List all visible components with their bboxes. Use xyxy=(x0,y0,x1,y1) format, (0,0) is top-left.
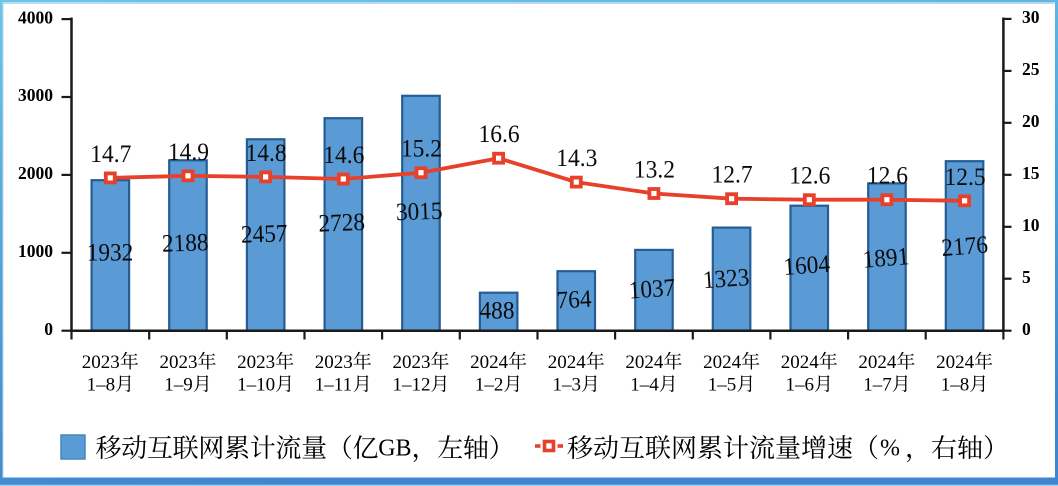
svg-text:12.7: 12.7 xyxy=(712,162,753,189)
svg-text:1323: 1323 xyxy=(702,264,750,294)
svg-text:2728: 2728 xyxy=(318,209,365,238)
svg-text:14.8: 14.8 xyxy=(246,140,287,167)
svg-text:10: 10 xyxy=(1022,215,1040,235)
svg-text:5: 5 xyxy=(1022,267,1031,287)
svg-text:2024: 2024 xyxy=(858,352,897,373)
svg-text:16.6: 16.6 xyxy=(479,121,520,148)
svg-text:2023: 2023 xyxy=(82,352,120,373)
svg-text:3000: 3000 xyxy=(18,85,53,105)
svg-text:764: 764 xyxy=(556,286,593,315)
svg-text:12.5: 12.5 xyxy=(945,164,986,191)
svg-text:%: % xyxy=(880,436,900,462)
svg-text:2023: 2023 xyxy=(393,352,431,373)
svg-text:2024: 2024 xyxy=(703,352,742,373)
svg-text:3015: 3015 xyxy=(396,198,443,227)
svg-text:2024: 2024 xyxy=(470,352,509,373)
svg-text:0: 0 xyxy=(44,319,53,339)
svg-text:20: 20 xyxy=(1022,111,1040,131)
svg-text:1932: 1932 xyxy=(87,240,134,267)
svg-text:30: 30 xyxy=(1022,7,1040,27)
svg-text:1891: 1891 xyxy=(862,243,910,274)
svg-text:1–2: 1–2 xyxy=(475,375,504,396)
svg-text:2024: 2024 xyxy=(936,352,975,373)
svg-text:1–5: 1–5 xyxy=(708,375,737,396)
svg-text:25: 25 xyxy=(1022,59,1040,79)
svg-text:1–11: 1–11 xyxy=(315,375,352,396)
svg-text:2023: 2023 xyxy=(237,352,275,373)
svg-text:14.3: 14.3 xyxy=(556,145,597,172)
svg-text:1–8: 1–8 xyxy=(941,375,970,396)
svg-text:2024: 2024 xyxy=(548,352,587,373)
svg-text:12.6: 12.6 xyxy=(867,163,908,190)
svg-text:1–9: 1–9 xyxy=(164,375,193,396)
svg-text:1604: 1604 xyxy=(783,251,832,281)
svg-text:2023: 2023 xyxy=(315,352,353,373)
svg-text:1037: 1037 xyxy=(628,274,676,304)
svg-text:15.2: 15.2 xyxy=(401,136,442,163)
svg-text:2000: 2000 xyxy=(18,163,53,183)
svg-text:14.6: 14.6 xyxy=(323,142,364,169)
svg-text:2024: 2024 xyxy=(781,352,820,373)
svg-text:2024: 2024 xyxy=(625,352,664,373)
svg-text:1–8: 1–8 xyxy=(87,375,116,396)
svg-text:2188: 2188 xyxy=(162,229,209,258)
svg-text:1–6: 1–6 xyxy=(786,375,815,396)
svg-text:1–4: 1–4 xyxy=(630,375,659,396)
svg-text:13.2: 13.2 xyxy=(634,157,675,184)
svg-text:1–3: 1–3 xyxy=(553,375,582,396)
svg-text:14.9: 14.9 xyxy=(168,139,209,166)
svg-text:1–10: 1–10 xyxy=(237,375,275,396)
svg-text:2023: 2023 xyxy=(160,352,198,373)
svg-text:2176: 2176 xyxy=(941,232,989,263)
svg-text:0: 0 xyxy=(1022,319,1031,339)
svg-text:12.6: 12.6 xyxy=(789,163,830,190)
svg-text:GB: GB xyxy=(378,436,411,462)
svg-text:1–7: 1–7 xyxy=(863,375,892,396)
svg-text:2457: 2457 xyxy=(241,220,288,249)
svg-text:15: 15 xyxy=(1022,163,1040,183)
svg-text:488: 488 xyxy=(480,297,515,324)
svg-text:1000: 1000 xyxy=(18,241,53,261)
svg-text:4000: 4000 xyxy=(18,7,53,27)
svg-text:1–12: 1–12 xyxy=(393,375,431,396)
svg-text:14.7: 14.7 xyxy=(90,141,131,168)
